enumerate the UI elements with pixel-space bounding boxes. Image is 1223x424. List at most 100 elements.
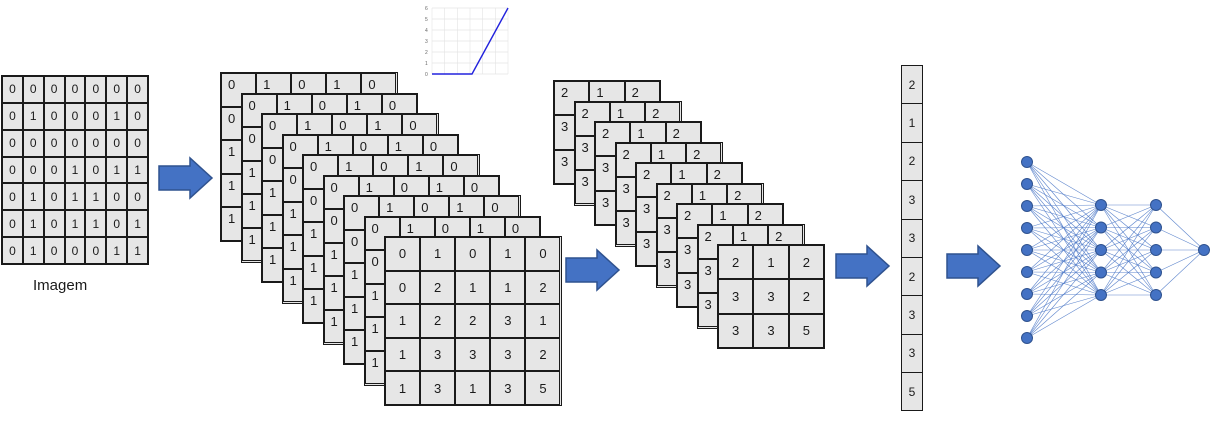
feature-map-cell: 2 [718,245,754,280]
input-pixel-cell: 1 [64,183,86,211]
feature-map-cell: 2 [525,270,561,305]
network-edge [1100,204,1157,228]
neuron-node [1021,310,1033,322]
vector-cell: 2 [902,66,922,105]
input-pixel-cell: 0 [2,210,23,238]
network-edge [1155,249,1205,273]
feature-map-cell: 2 [788,279,824,314]
vector-cell: 3 [902,220,922,258]
input-pixel-cell: 0 [85,156,107,184]
feature-map-cell: 3 [455,337,491,372]
arrow-icon [946,244,1002,288]
network-edge [1026,204,1102,317]
vector-cell: 3 [902,335,922,374]
neuron-node [1150,221,1162,234]
feature-map-cell: 3 [718,279,754,314]
neuron-node [1021,200,1033,212]
input-pixel-cell: 0 [43,237,65,264]
feature-map-cell: 1 [753,245,789,280]
input-pixel-cell: 1 [106,156,128,184]
input-pixel-cell: 0 [106,183,128,211]
input-pixel-cell: 0 [43,210,65,238]
feature-map-cell: 0 [323,175,359,210]
neuron-node [1150,199,1162,211]
network-edge [1100,204,1157,296]
input-pixel-cell: 1 [64,210,86,238]
input-pixel-cell: 0 [64,76,86,103]
vector-cell: 1 [902,104,922,143]
input-pixel-cell: 0 [43,129,65,157]
y-tick-label: 3 [425,39,428,45]
network-edge [1026,204,1102,251]
fully-connected-network [1021,156,1210,344]
feature-map-cell: 3 [753,313,789,348]
input-pixel-cell: 0 [85,76,107,103]
y-tick-label: 6 [425,6,428,12]
vector-cell: 3 [902,181,922,220]
neuron-node [1021,266,1033,278]
feature-map-cell: 2 [554,81,590,116]
vector-cell: 2 [902,258,922,297]
vector-cell: 5 [908,385,916,400]
vector-cell: 3 [902,296,922,335]
feature-map-cell: 0 [303,155,339,189]
network-edge [1026,204,1102,207]
neuron-node [1021,178,1033,190]
feature-map-cell: 2 [636,163,672,198]
input-pixel-cell: 0 [2,76,23,103]
input-pixel-cell: 1 [85,183,107,211]
network-edge [1026,183,1102,206]
feature-map-cell: 2 [525,337,561,372]
network-edge [1026,249,1102,339]
input-pixel-cell: 0 [127,76,148,103]
y-tick-label: 2 [425,50,428,56]
input-pixel-cell: 0 [43,183,65,211]
feature-map-cell: 1 [490,237,526,271]
y-tick-label: 0 [425,72,428,78]
feature-map-cell: 0 [525,237,561,271]
input-pixel-cell: 0 [43,76,65,103]
input-pixel-cell: 0 [85,237,107,264]
input-pixel-cell: 0 [22,156,44,184]
network-edge [1026,204,1102,229]
feature-map-cell: 1 [420,237,456,271]
input-pixel-cell: 1 [22,102,44,130]
feature-map-cell: 2 [656,183,692,218]
network-edge [1026,161,1102,206]
neuron-node [1095,266,1107,279]
activation-curve [432,7,509,75]
feature-map-cell: 0 [221,73,257,107]
input-pixel-cell: 0 [64,237,86,264]
input-pixel-cell: 0 [22,129,44,157]
feature-map-cell: 3 [420,371,456,405]
feature-map-cell: 3 [718,313,754,348]
neuron-node [1021,288,1033,300]
input-pixel-cell: 0 [127,129,148,157]
network-edge [1100,204,1157,251]
network-edge [1100,249,1157,296]
feature-map-cell: 2 [420,304,456,338]
feature-map-cell: 0 [455,237,491,271]
feature-map-cell: 1 [385,371,421,405]
neuron-node [1150,289,1162,301]
input-pixel-cell: 0 [127,183,148,211]
feature-map-cell: 2 [697,224,733,259]
neuron-node [1021,332,1033,344]
y-tick-label: 5 [425,17,428,23]
neuron-node [1095,199,1107,211]
input-pixel-cell: 0 [2,102,23,130]
neuron-node [1021,244,1033,256]
feature-map-cell: 2 [595,122,631,157]
neuron-node [1021,222,1033,234]
feature-map-cell: 1 [385,304,421,338]
arrow-icon [835,244,891,288]
network-edge [1026,204,1102,295]
input-pixel-cell: 1 [22,210,44,238]
feature-map-cell: 3 [490,371,526,405]
input-pixel-cell: 1 [127,156,148,184]
input-pixel-cell: 0 [85,102,107,130]
network-edge [1026,204,1102,339]
input-pixel-cell: 1 [106,237,128,264]
feature-map-cell: 1 [455,270,491,305]
